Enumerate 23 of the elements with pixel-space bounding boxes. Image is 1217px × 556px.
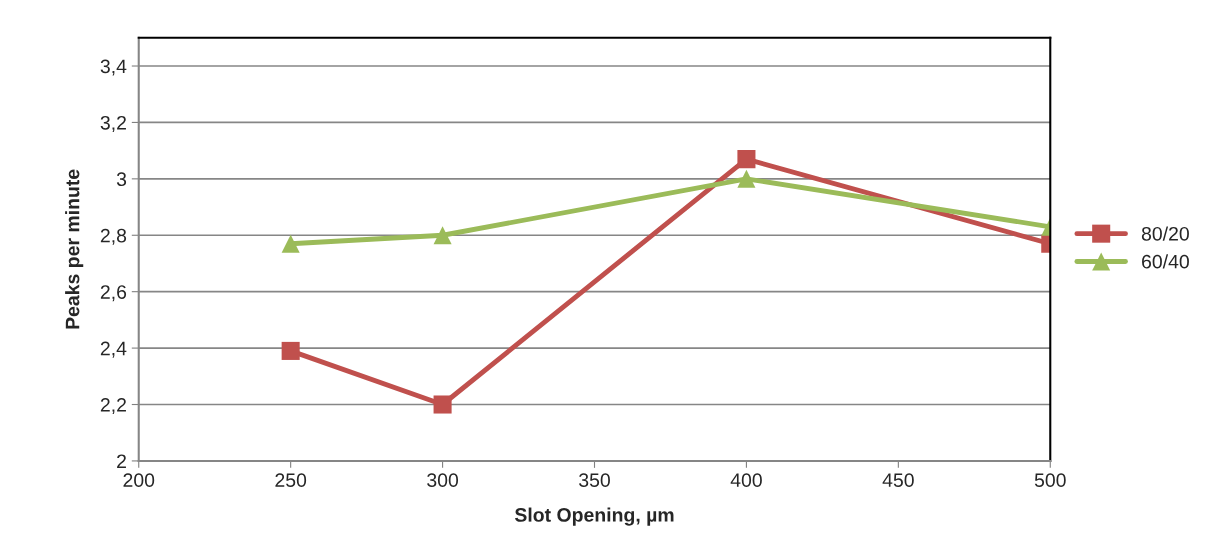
x-axis-title: Slot Opening, µm: [514, 507, 674, 526]
y-tick-label: 2,6: [100, 285, 127, 302]
x-tick-label: 200: [123, 473, 155, 488]
point: [433, 395, 452, 414]
point: [281, 234, 300, 253]
y-tick-label: 2,4: [100, 341, 127, 358]
y-tick-label: 3,2: [100, 115, 126, 132]
point: [281, 341, 300, 360]
y-tick-label: 2,2: [100, 397, 126, 415]
x-tick-label: 250: [275, 473, 307, 488]
y-tick-label: 2,8: [100, 228, 127, 245]
point: [433, 226, 452, 245]
x-tick-label: 500: [1034, 473, 1066, 488]
y-tick-label: 2: [117, 454, 126, 468]
x-tick-label: 450: [882, 473, 914, 488]
x-tick-label: 400: [730, 473, 762, 488]
y-axis-title: Peaks per minute: [65, 169, 84, 329]
y-tick-label: 3: [116, 172, 127, 187]
x-tick-label: 300: [427, 473, 459, 488]
legend-label: 80/20: [1141, 226, 1189, 241]
x-tick-label: 350: [579, 473, 610, 488]
y-tick-label: 3,4: [100, 59, 127, 76]
legend-label: 60/40: [1142, 254, 1189, 269]
